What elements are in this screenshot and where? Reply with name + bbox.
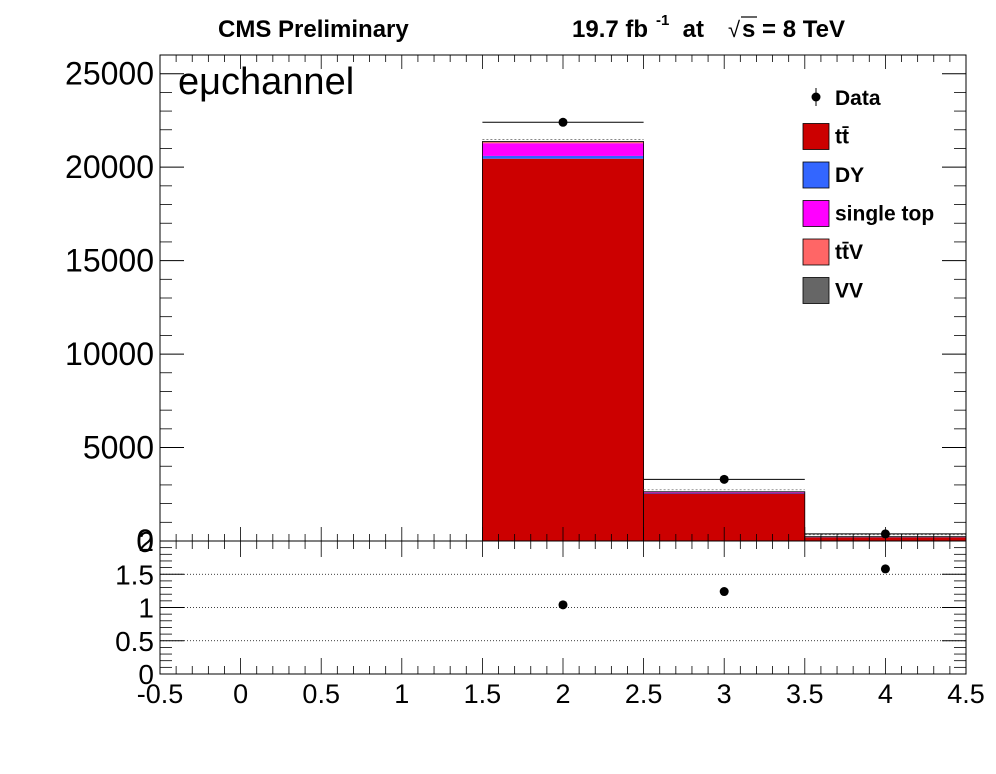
- legend-swatch-3: [802, 200, 830, 227]
- lumi-at: at: [676, 16, 711, 43]
- ratio-y-tick-label-4: 2: [138, 526, 154, 557]
- bar-bin0-series3: [482, 142, 644, 144]
- channel-label: eμchannel: [178, 61, 354, 103]
- legend-label-1: tt̄: [835, 126, 849, 149]
- y-tick-label-5: 25000: [65, 56, 154, 92]
- main-axes: 0 5000 10000 15000 20000 25000: [65, 55, 967, 559]
- legend-label-4: tt̄V: [835, 241, 863, 264]
- x-tick-label-3: 1: [394, 679, 409, 709]
- x-tick-label-6: 2.5: [625, 679, 663, 709]
- legend-label-5: VV: [835, 280, 863, 303]
- lumi-energy-label: 19.7 fb -1 at √ s = 8 TeV: [572, 12, 845, 43]
- ratio-y-tick-label-1: 0.5: [115, 626, 154, 657]
- sqrt-symbol: √: [728, 17, 741, 42]
- x-tick-label-4: 1.5: [464, 679, 502, 709]
- data-point-1: [719, 474, 729, 484]
- data-point-0: [558, 117, 568, 127]
- ratio-panel: 00.511.52-0.5 0 0.5 1 1.5 2 2.5 3 3.5 4 4.5: [115, 526, 985, 709]
- y-tick-label-3: 15000: [65, 243, 154, 279]
- ratio-point-0: [558, 600, 568, 610]
- legend-label-2: DY: [835, 164, 864, 187]
- legend-swatch-5: [802, 277, 830, 304]
- legend-swatch-1: [802, 123, 830, 150]
- x-tick-label-0: -0.5: [137, 679, 184, 709]
- legend: Data tt̄ DY single top tt̄V VV: [802, 87, 934, 304]
- ratio-point-1: [719, 587, 729, 597]
- ratio-y-tick-label-3: 1.5: [115, 559, 154, 590]
- ratio-point-2: [880, 564, 890, 574]
- bar-bin0-series1: [482, 155, 644, 159]
- lumi-value: 19.7 fb: [572, 16, 648, 43]
- ratio-axes: 00.511.52-0.5 0 0.5 1 1.5 2 2.5 3 3.5 4 4.5: [115, 526, 985, 709]
- x-tick-label-9: 4: [878, 679, 893, 709]
- x-tick-label-2: 0.5: [302, 679, 340, 709]
- x-tick-label-10: 4.5: [947, 679, 985, 709]
- legend-label-3: single top: [835, 203, 934, 226]
- y-tick-label-4: 20000: [65, 149, 154, 185]
- ratio-points: [558, 564, 890, 610]
- bar-bin0-series2: [482, 143, 644, 156]
- ratio-y-tick-label-2: 1: [138, 593, 154, 624]
- x-tick-label-7: 3: [717, 679, 732, 709]
- legend-label-0: Data: [835, 87, 881, 110]
- ratio-y-tick-label-0: 0: [138, 659, 154, 690]
- legend-swatch-2: [802, 161, 830, 189]
- x-tick-label-8: 3.5: [786, 679, 824, 709]
- legend-swatch-4: [802, 238, 830, 266]
- y-tick-label-1: 5000: [83, 430, 154, 466]
- bar-bin0-series0: [482, 158, 644, 541]
- lumi-exponent: -1: [656, 12, 669, 29]
- x-tick-label-5: 2: [555, 679, 570, 709]
- x-tick-label-1: 0: [233, 679, 248, 709]
- y-tick-label-0: 0: [136, 523, 154, 559]
- main-panel: 0 5000 10000 15000 20000 25000 eμchannel Data…: [65, 54, 967, 559]
- cms-label: CMS Preliminary: [218, 16, 409, 43]
- bar-bin1-series1: [643, 492, 805, 494]
- bar-bin1-series2: [643, 492, 805, 493]
- y-tick-label-2: 10000: [65, 336, 154, 372]
- energy-text: s = 8 TeV: [742, 16, 845, 43]
